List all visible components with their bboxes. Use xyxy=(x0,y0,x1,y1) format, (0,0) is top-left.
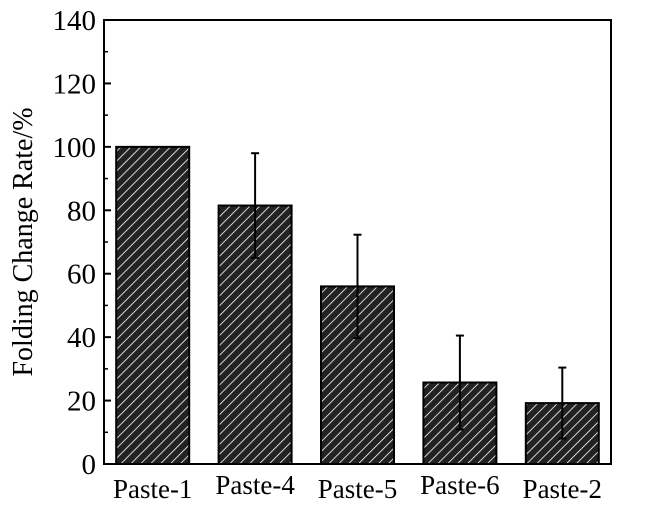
x-tick-label: Paste-6 xyxy=(420,470,499,500)
y-tick-label: 140 xyxy=(53,5,97,37)
y-tick-label: 100 xyxy=(53,132,97,164)
y-tick-label: 0 xyxy=(82,449,97,481)
y-tick-label: 80 xyxy=(67,195,96,227)
y-tick-label: 120 xyxy=(53,68,97,100)
x-tick-label: Paste-5 xyxy=(318,474,397,504)
y-axis-label: Folding Change Rate/% xyxy=(8,107,39,376)
x-tick-label: Paste-4 xyxy=(215,470,295,500)
x-tick-label: Paste-2 xyxy=(523,474,602,504)
y-tick-label: 40 xyxy=(67,322,96,354)
bar-paste-1 xyxy=(115,145,191,465)
y-tick-label: 20 xyxy=(67,386,96,418)
x-tick-label: Paste-1 xyxy=(113,474,192,504)
y-tick-label: 60 xyxy=(67,259,96,291)
